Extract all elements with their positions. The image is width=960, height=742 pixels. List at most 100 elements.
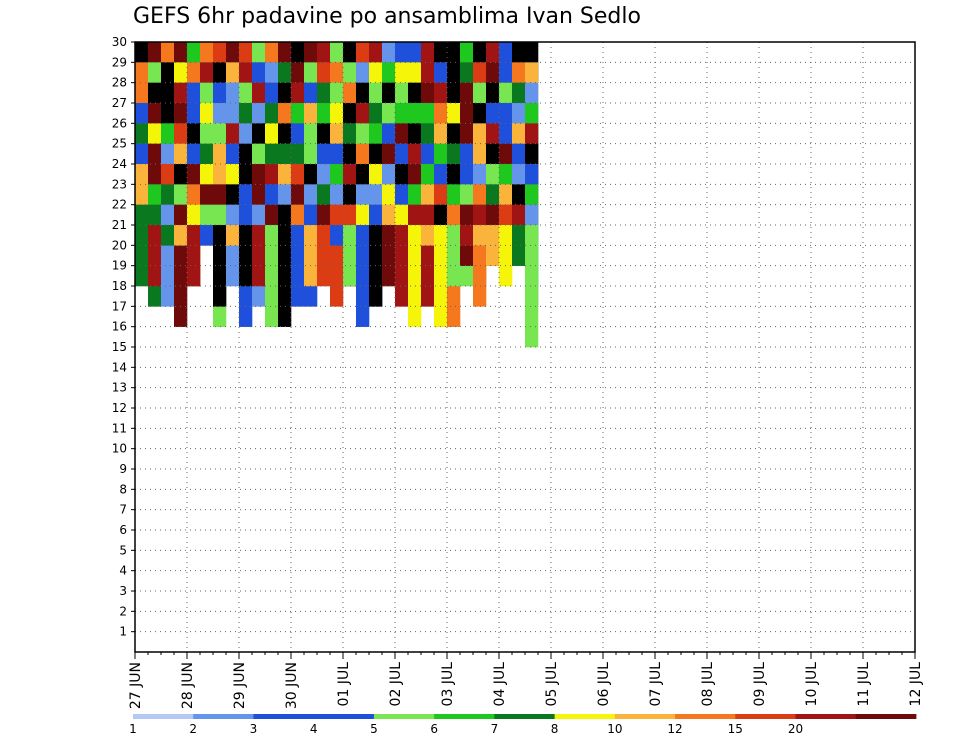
colorbar-label: 5 (370, 722, 378, 736)
colorbar-label: 4 (310, 722, 318, 736)
y-tick-label: 25 (112, 137, 127, 151)
heatmap-cell (278, 225, 292, 327)
y-tick-label: 30 (112, 35, 127, 49)
heatmap-cell (395, 204, 409, 226)
heatmap-cell (252, 225, 266, 287)
heatmap-cell (135, 103, 149, 124)
x-tick-label: 11 JUL (856, 662, 872, 707)
heatmap-cell (330, 225, 344, 246)
colorbar-segment (554, 714, 616, 719)
heatmap-cell (278, 103, 292, 124)
heatmap-cell (213, 123, 227, 144)
colorbar-label: 10 (607, 722, 622, 736)
heatmap-cell (174, 42, 188, 63)
heatmap-cell (330, 204, 344, 307)
heatmap-cell (174, 82, 188, 104)
heatmap-cell (161, 204, 175, 307)
heatmap-cell (161, 82, 175, 104)
heatmap-cells (135, 42, 539, 348)
heatmap-cell (304, 184, 318, 205)
x-tick-label: 05 JUL (544, 662, 560, 707)
heatmap-cell (317, 82, 331, 104)
heatmap-cell (382, 225, 396, 287)
x-tick-label: 01 JUL (336, 662, 352, 707)
heatmap-cell (369, 123, 383, 144)
y-tick-label: 8 (119, 482, 127, 496)
x-tick-label: 03 JUL (440, 662, 456, 707)
colorbar-segment (855, 714, 917, 719)
y-tick-label: 4 (119, 564, 127, 578)
heatmap-cell (512, 225, 526, 266)
heatmap-cell (395, 42, 409, 63)
colorbar-label: 12 (667, 722, 682, 736)
y-tick-label: 6 (119, 523, 127, 537)
x-tick-label: 08 JUL (700, 662, 716, 707)
heatmap-cell (382, 62, 396, 83)
heatmap-cell (525, 164, 539, 185)
x-tick-label: 10 JUL (804, 662, 820, 707)
heatmap-cell (239, 62, 253, 83)
heatmap-cell (187, 225, 201, 287)
heatmap-cell (447, 225, 461, 287)
y-tick-label: 9 (119, 462, 127, 476)
colorbar-segment (494, 714, 556, 719)
heatmap-cell (200, 184, 214, 205)
heatmap-cell (252, 143, 266, 165)
y-axis: 1234567891011121314151617181920212223242… (112, 35, 135, 639)
heatmap-cell (135, 225, 149, 287)
heatmap-cell (135, 123, 149, 144)
x-tick-label: 06 JUL (596, 662, 612, 707)
y-tick-label: 29 (112, 55, 127, 69)
colorbar-label: 3 (250, 722, 258, 736)
y-tick-label: 26 (112, 116, 127, 130)
y-tick-label: 3 (119, 584, 127, 598)
heatmap-cell (135, 204, 149, 226)
heatmap-cell (252, 164, 266, 185)
x-tick-label: 27 JUN (128, 662, 144, 709)
heatmap-cell (460, 225, 474, 246)
heatmap-cell (382, 143, 396, 165)
y-tick-label: 15 (112, 340, 127, 354)
y-tick-label: 17 (112, 299, 127, 313)
heatmap-cell (200, 164, 214, 185)
colorbar-label: 1 (129, 722, 137, 736)
y-tick-label: 2 (119, 604, 127, 618)
heatmap-cell (473, 103, 487, 124)
heatmap-cell (382, 103, 396, 124)
heatmap-cell (356, 103, 370, 124)
x-tick-label: 07 JUL (648, 662, 664, 707)
heatmap-cell (447, 42, 461, 63)
heatmap-cell (473, 225, 487, 246)
heatmap-cell (291, 103, 305, 124)
heatmap-cell (408, 123, 422, 144)
heatmap-cell (148, 225, 162, 287)
heatmap-cell (174, 225, 188, 246)
heatmap-cell (473, 143, 487, 165)
heatmap-cell (278, 82, 292, 104)
y-tick-label: 13 (112, 381, 127, 395)
heatmap-cell (408, 164, 422, 185)
heatmap-cell (135, 62, 149, 83)
y-tick-label: 23 (112, 177, 127, 191)
heatmap-cell (330, 123, 344, 144)
heatmap-cell (421, 204, 435, 307)
y-tick-label: 24 (112, 157, 127, 171)
heatmap-cell (161, 225, 175, 246)
heatmap-cell (187, 82, 201, 104)
heatmap-cell (343, 82, 357, 104)
colorbar-label: 8 (551, 722, 559, 736)
heatmap-cell (395, 143, 409, 165)
x-tick-label: 28 JUN (180, 662, 196, 709)
heatmap-cell (356, 225, 370, 327)
heatmap-cell (161, 123, 175, 144)
y-tick-label: 12 (112, 401, 127, 415)
heatmap-cell (395, 225, 409, 307)
heatmap-cell (369, 184, 383, 205)
y-tick-label: 19 (112, 259, 127, 273)
heatmap-cell (343, 123, 357, 144)
heatmap-cell (252, 62, 266, 83)
heatmap-cell (291, 164, 305, 185)
heatmap-cell (265, 164, 279, 185)
y-tick-label: 21 (112, 218, 127, 232)
